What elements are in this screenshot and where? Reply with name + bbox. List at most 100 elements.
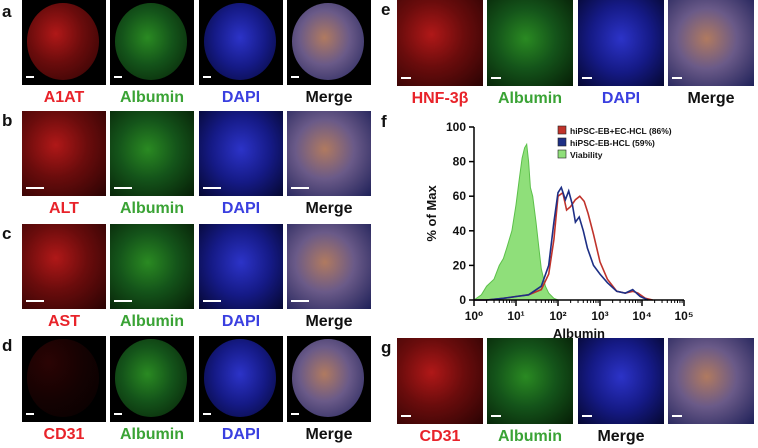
spheroid-shape <box>204 339 277 417</box>
y-tick-label: 80 <box>453 155 467 169</box>
panel-letter-a: a <box>2 2 12 21</box>
histogram-chart: 0 20 40 60 80 100 10⁰ 10¹ 10² 10³ 10⁴ 10⁵ Albumin % o… <box>424 120 694 341</box>
series-line-1 <box>474 185 649 301</box>
panel-e-caption-0: HNF-3β <box>411 90 469 107</box>
panel-a-caption-0: A1AT <box>43 89 85 106</box>
scale-bar <box>291 76 299 78</box>
spheroid-shape <box>204 3 277 80</box>
x-axis-label: Albumin <box>553 326 605 341</box>
scale-bar <box>114 300 132 302</box>
panel-letter-g: g <box>381 338 392 357</box>
panel-e-caption-3: Merge <box>687 90 735 107</box>
spheroid-shape <box>27 339 100 417</box>
panel-g-image-1 <box>487 338 573 424</box>
panel-c-image-0 <box>22 224 106 309</box>
panel-c-caption-3: Merge <box>305 313 353 330</box>
panel-letter-f: f <box>381 112 387 131</box>
panel-g-caption-0: CD31 <box>419 428 461 445</box>
panel-d-caption-1: Albumin <box>120 426 184 443</box>
scale-bar <box>291 187 309 189</box>
x-tick-label: 10³ <box>591 309 608 323</box>
legend-swatch-0 <box>557 125 567 135</box>
panel-letter-b: b <box>2 111 13 130</box>
legend-label-0: hiPSC-EB+EC-HCL (86%) <box>570 126 672 136</box>
x-tick-label: 10² <box>549 309 566 323</box>
panel-g-image-0 <box>397 338 483 424</box>
x-tick-label: 10⁵ <box>675 309 694 323</box>
panel-d-caption-0: CD31 <box>43 426 85 443</box>
scale-bar <box>26 413 34 415</box>
panel-g-image-3 <box>668 338 754 424</box>
panel-g-caption-2: Merge <box>597 428 645 445</box>
panel-d-image-2 <box>199 336 283 422</box>
panel-c-caption-2: DAPI <box>221 313 261 330</box>
y-tick-label: 20 <box>453 258 467 272</box>
panel-a-image-0 <box>22 0 106 85</box>
panel-a-caption-3: Merge <box>305 89 353 106</box>
y-tick-label: 100 <box>446 120 466 134</box>
scale-bar <box>114 76 122 78</box>
legend-swatch-2 <box>557 149 567 159</box>
panel-e-caption-1: Albumin <box>498 90 562 107</box>
scale-bar <box>203 76 211 78</box>
panel-a-caption-1: Albumin <box>120 89 184 106</box>
scale-bar <box>401 77 411 79</box>
panel-e-image-3 <box>668 0 754 86</box>
panel-c-image-1 <box>110 224 194 309</box>
panel-d-caption-3: Merge <box>305 426 353 443</box>
panel-letter-c: c <box>2 224 12 243</box>
scale-bar <box>114 187 132 189</box>
panel-b-caption-0: ALT <box>49 200 79 217</box>
scale-bar <box>582 77 592 79</box>
scale-bar <box>672 415 682 417</box>
panel-b-caption-3: Merge <box>305 200 353 217</box>
panel-c-image-2 <box>199 224 283 309</box>
x-tick-label: 10¹ <box>507 309 524 323</box>
scale-bar <box>203 300 221 302</box>
y-axis-label: % of Max <box>424 185 439 242</box>
scale-bar <box>114 413 122 415</box>
panel-e-image-0 <box>397 0 483 86</box>
spheroid-shape <box>115 3 188 80</box>
panel-d-image-1 <box>110 336 194 422</box>
y-tick-label: 60 <box>453 189 467 203</box>
panel-a-caption-2: DAPI <box>221 89 261 106</box>
panel-c-caption-1: Albumin <box>120 313 184 330</box>
scale-bar <box>26 76 34 78</box>
panel-e-image-2 <box>578 0 664 86</box>
panel-a-image-2 <box>199 0 283 85</box>
scale-bar <box>401 415 411 417</box>
panel-d-image-3 <box>287 336 371 422</box>
panel-g-image-2 <box>578 338 664 424</box>
spheroid-shape <box>27 3 100 80</box>
legend-label-1: hiPSC-EB-HCL (59%) <box>570 138 655 148</box>
panel-b-caption-1: Albumin <box>120 200 184 217</box>
scale-bar <box>582 415 592 417</box>
panel-e-caption-2: DAPI <box>601 90 641 107</box>
panel-a-image-3 <box>287 0 371 85</box>
spheroid-shape <box>115 339 188 417</box>
spheroid-shape <box>292 3 365 80</box>
panel-b-caption-2: DAPI <box>221 200 261 217</box>
scale-bar <box>291 413 299 415</box>
x-tick-label: 10⁰ <box>465 309 484 323</box>
scale-bar <box>491 77 501 79</box>
panel-e-image-1 <box>487 0 573 86</box>
panel-b-image-2 <box>199 111 283 196</box>
series-viability-area <box>472 142 559 301</box>
scale-bar <box>491 415 501 417</box>
panel-g-caption-1: Albumin <box>498 428 562 445</box>
legend-swatch-1 <box>557 137 567 147</box>
panel-d-image-0 <box>22 336 106 422</box>
scale-bar <box>26 187 44 189</box>
spheroid-shape <box>292 339 365 417</box>
scale-bar <box>203 413 211 415</box>
panel-c-image-3 <box>287 224 371 309</box>
y-tick-label: 0 <box>459 293 466 307</box>
panel-c-caption-0: AST <box>48 313 80 330</box>
scale-bar <box>291 300 309 302</box>
x-tick-label: 10⁴ <box>632 309 651 323</box>
panel-d-caption-2: DAPI <box>221 426 261 443</box>
panel-letter-d: d <box>2 336 13 355</box>
panel-a-image-1 <box>110 0 194 85</box>
